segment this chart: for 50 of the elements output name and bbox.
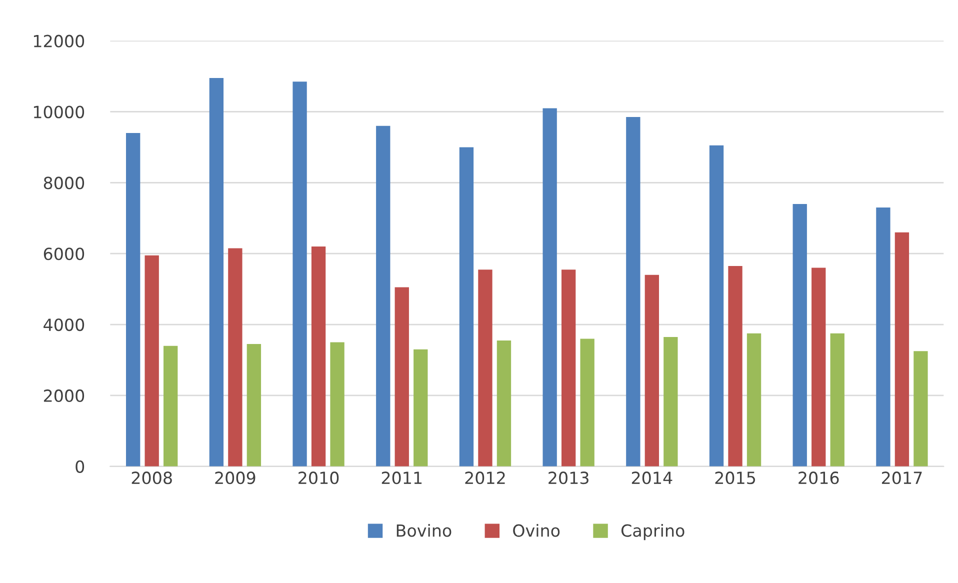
y-tick-label: 8000 xyxy=(44,176,84,190)
x-tick-label: 2012 xyxy=(465,472,505,484)
bar xyxy=(876,208,890,466)
bar xyxy=(246,344,262,466)
bar xyxy=(728,266,742,466)
x-tick-label: 2011 xyxy=(382,472,422,484)
bar xyxy=(459,147,474,466)
bar xyxy=(330,342,344,466)
bar xyxy=(894,232,910,466)
bar xyxy=(561,270,576,466)
y-tick-label: 6000 xyxy=(44,248,84,260)
x-tick-label: 2013 xyxy=(548,472,588,484)
legend-label: Bovino xyxy=(396,524,452,537)
bar xyxy=(228,248,242,466)
y-tick-label: 12000 xyxy=(34,34,84,48)
bar xyxy=(496,340,512,466)
bar xyxy=(164,346,178,466)
bar xyxy=(664,336,678,466)
x-tick-label: 2015 xyxy=(715,472,756,484)
bar xyxy=(792,204,807,466)
bar xyxy=(709,145,724,466)
bar xyxy=(830,333,844,466)
legend-label: Ovino xyxy=(513,524,560,537)
bar xyxy=(292,82,307,466)
y-tick-label: 4000 xyxy=(44,318,84,332)
x-tick-label: 2017 xyxy=(882,472,922,484)
bar xyxy=(914,351,928,466)
y-tick-label: 2000 xyxy=(44,389,84,402)
y-tick-label: 10000 xyxy=(34,106,84,118)
legend-label: Caprino xyxy=(621,524,684,540)
bar xyxy=(209,78,224,466)
bar xyxy=(478,270,492,466)
bar xyxy=(580,338,594,466)
x-tick-label: 2010 xyxy=(298,472,339,484)
bar xyxy=(144,255,159,466)
x-tick-label: 2014 xyxy=(632,472,672,484)
x-tick-label: 2016 xyxy=(798,472,839,484)
bar xyxy=(414,349,428,466)
bar xyxy=(746,333,762,466)
bar xyxy=(626,117,640,466)
bar xyxy=(311,246,326,466)
x-tick-label: 2008 xyxy=(132,472,172,484)
bar xyxy=(376,126,390,466)
bar xyxy=(394,287,409,466)
x-tick-label: 2009 xyxy=(215,472,256,484)
y-tick-label: 0 xyxy=(76,460,84,473)
bar xyxy=(542,108,557,466)
bar xyxy=(126,133,140,466)
bar xyxy=(644,274,660,466)
bar xyxy=(812,268,826,466)
